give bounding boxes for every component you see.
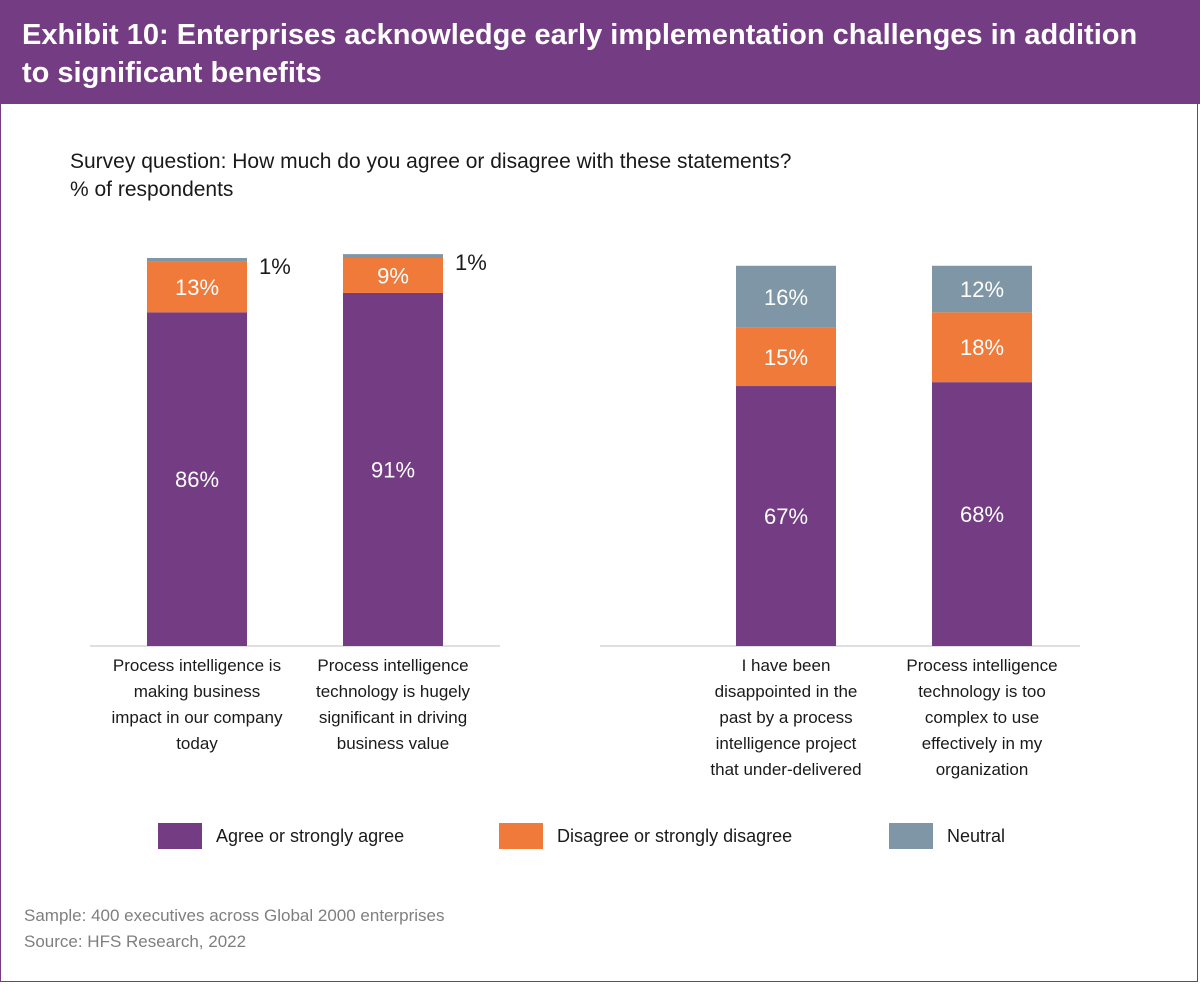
data-label-neutral-1: 1% [259,254,291,279]
bar-segment-agree-3 [736,386,836,646]
bar-segment-disagree-4 [932,312,1032,383]
category-label-1: Process intelligence is making business … [111,656,283,753]
bar-segment-disagree-3 [736,327,836,387]
bar-segment-disagree-2 [343,258,443,293]
legend-swatch-neutral [889,823,933,849]
bar-segment-agree-2 [343,292,443,646]
source-note: Source: HFS Research, 2022 [24,932,247,951]
exhibit-header: Exhibit 10: Enterprises acknowledge earl… [0,0,1200,104]
legend-item-agree: Agree or strongly agree [158,822,404,850]
legend-label-disagree: Disagree or strongly disagree [557,825,793,846]
survey-question: Survey question: How much do you agree o… [70,150,792,173]
exhibit-title: Exhibit 10: Enterprises acknowledge earl… [22,19,1138,89]
bar-segment-agree-1 [147,312,247,646]
bar-segment-disagree-1 [147,261,247,313]
category-label-4: Process intelligence technology is too c… [906,656,1058,779]
bar-segment-neutral-4 [932,265,1032,313]
legend-swatch-agree [158,823,202,849]
data-label-neutral-2: 1% [455,250,487,275]
category-label-3: I have been disappointed in the past by … [710,656,862,779]
data-label-agree-4: 68% [960,502,1004,527]
category-label-2: Process intelligence technology is hugel… [315,656,471,753]
data-label-disagree-1: 13% [175,275,219,300]
legend-label-agree: Agree or strongly agree [216,825,405,846]
chart-unit: % of respondents [70,178,234,201]
data-label-disagree-3: 15% [764,345,808,370]
bar-segment-neutral-2 [343,254,443,258]
legend-item-disagree: Disagree or strongly disagree [499,822,792,850]
data-label-disagree-4: 18% [960,335,1004,360]
data-label-neutral-4: 12% [960,277,1004,302]
data-label-agree-1: 86% [175,467,219,492]
sample-note: Sample: 400 executives across Global 200… [24,906,445,925]
data-label-neutral-3: 16% [764,285,808,310]
legend-swatch-disagree [499,823,543,849]
data-label-agree-3: 67% [764,504,808,529]
bar-segment-agree-4 [932,382,1032,646]
bar-segment-neutral-3 [736,265,836,328]
bar-segment-neutral-1 [147,258,247,262]
data-label-disagree-2: 9% [377,263,409,288]
data-label-agree-2: 91% [371,457,415,482]
legend-label-neutral: Neutral [947,825,1006,846]
legend-item-neutral: Neutral [889,822,1005,850]
